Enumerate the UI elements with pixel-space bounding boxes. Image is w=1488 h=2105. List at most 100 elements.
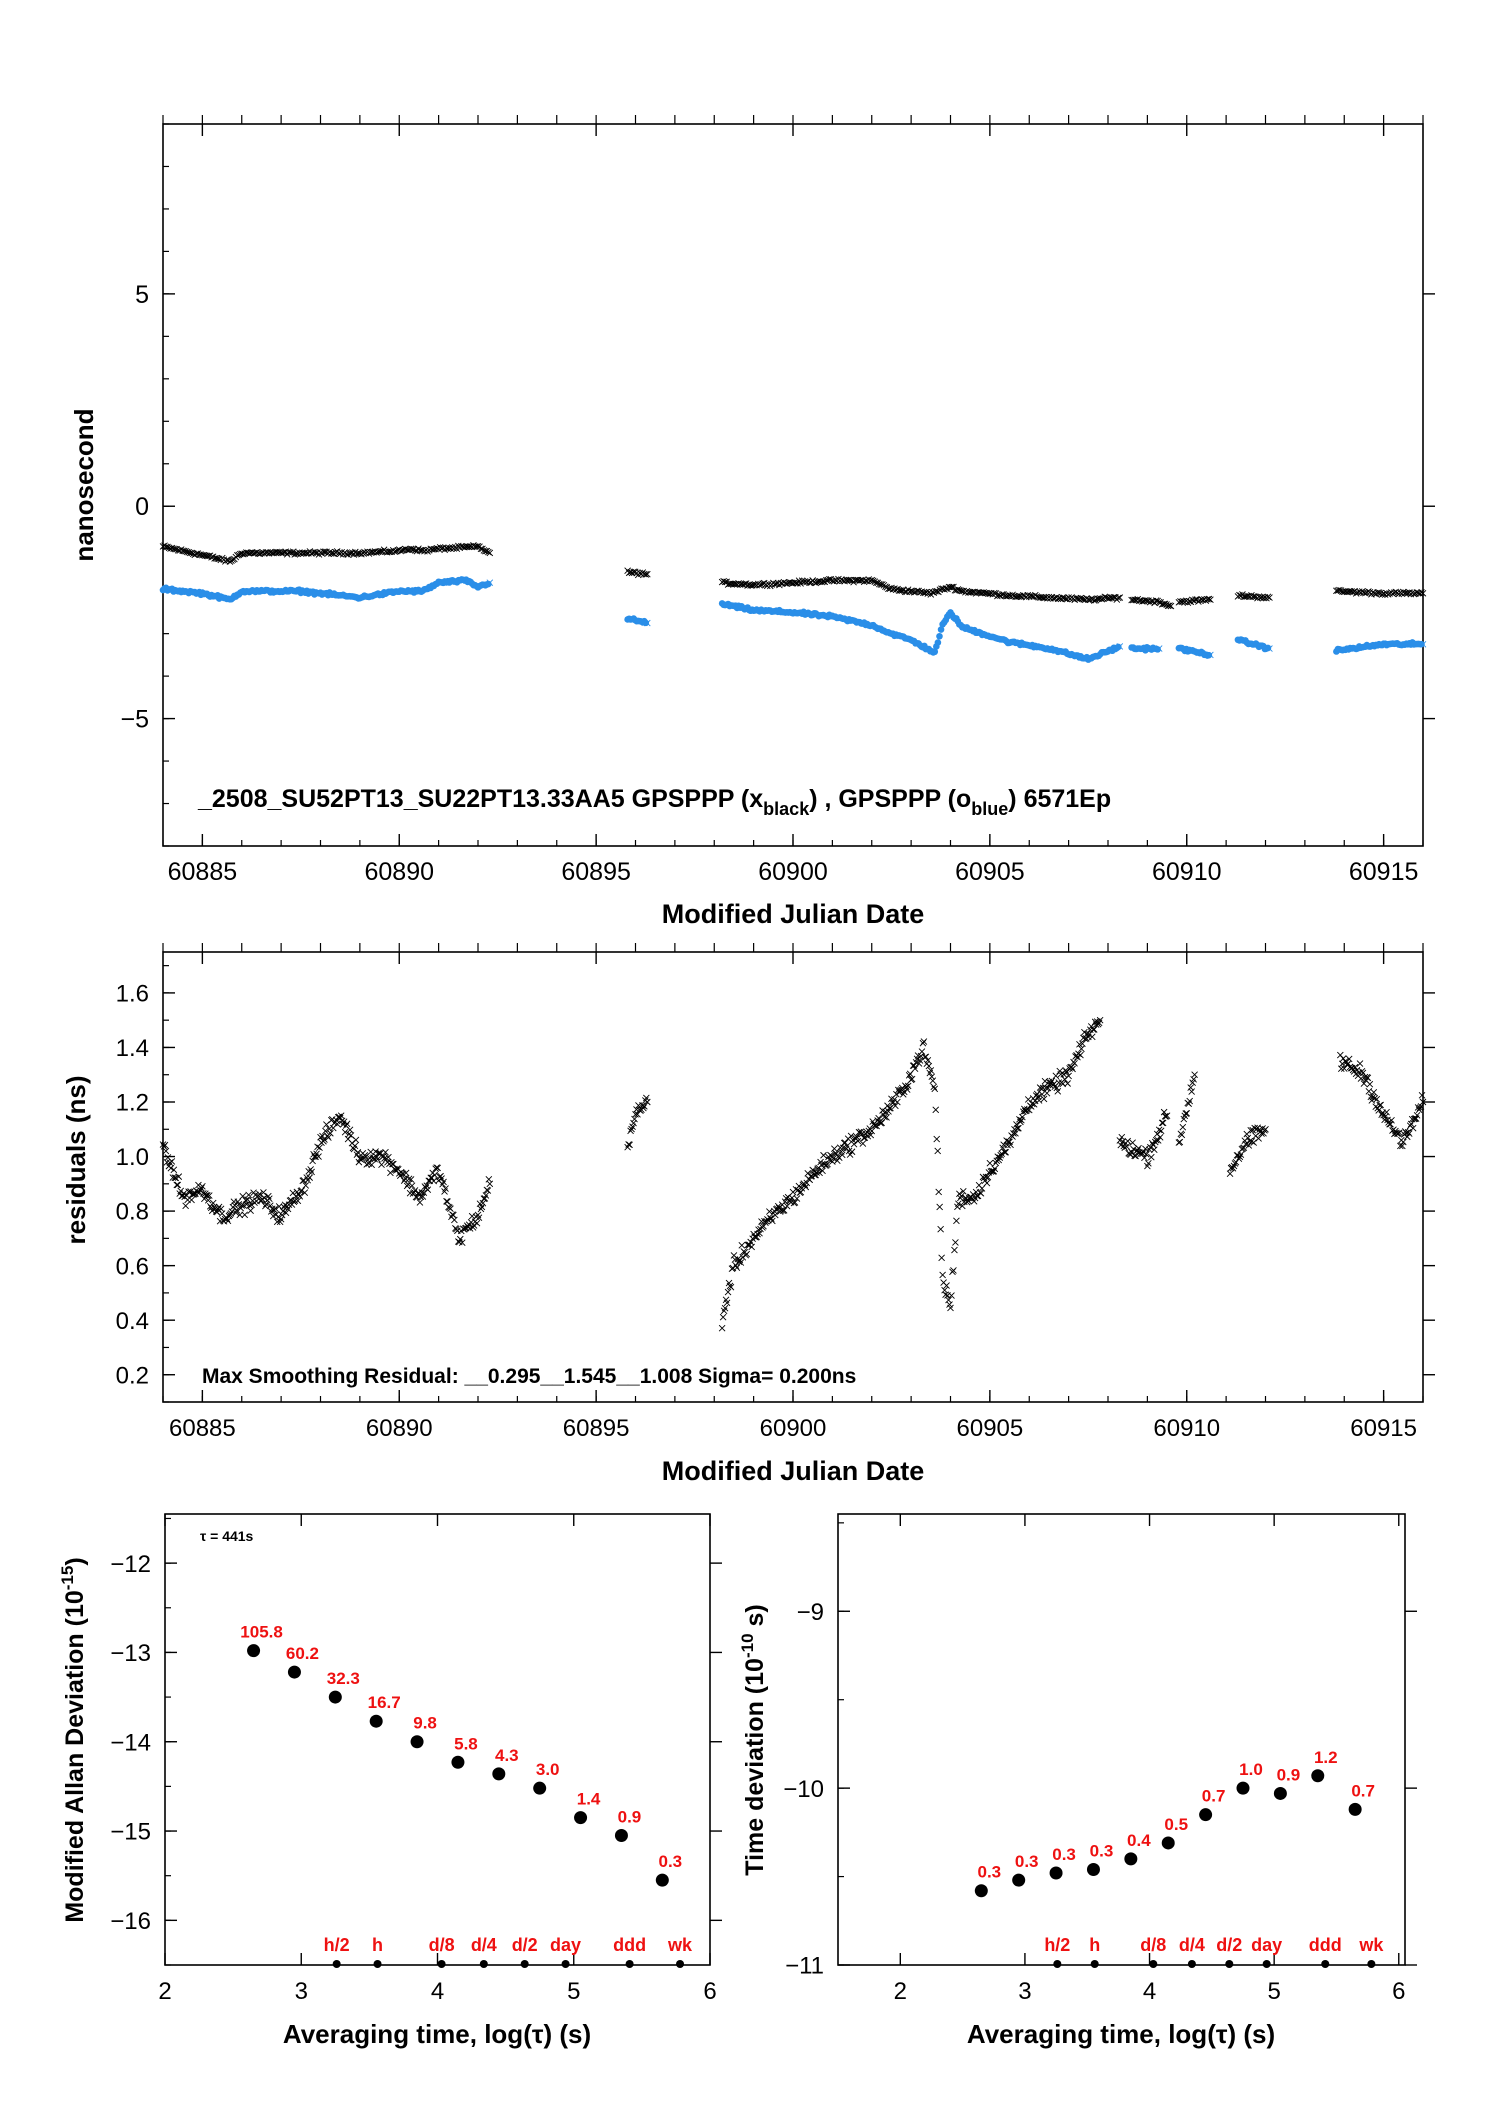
deviation-point-label: 1.2 xyxy=(1314,1748,1338,1767)
deviation-point-label: 0.4 xyxy=(1127,1831,1151,1850)
black-series-point xyxy=(417,1193,425,1201)
black-series-point xyxy=(326,1125,333,1133)
black-series-point xyxy=(444,545,452,552)
black-series-point xyxy=(743,1250,751,1258)
black-series-point xyxy=(748,1243,755,1251)
time-marker-label: h xyxy=(372,1935,383,1955)
black-series-point xyxy=(473,543,480,550)
black-series-point xyxy=(1156,1133,1164,1141)
black-series-point xyxy=(202,1191,210,1199)
black-series-point xyxy=(173,1181,181,1189)
black-series-point xyxy=(958,1202,966,1210)
black-series-point xyxy=(309,1157,316,1165)
black-series-point xyxy=(957,587,965,595)
black-series-point xyxy=(756,1229,763,1237)
black-series-point xyxy=(1397,1142,1404,1150)
black-series-point xyxy=(1182,1110,1190,1117)
mdev-ylabel-sup: -15 xyxy=(58,1566,77,1591)
black-series-point xyxy=(196,1189,203,1196)
black-series-point xyxy=(1166,602,1173,609)
x-tick-label: 60895 xyxy=(561,858,631,886)
black-series-point xyxy=(175,1173,183,1180)
black-series-point xyxy=(1198,596,1205,603)
y-tick-label: −12 xyxy=(110,1551,151,1578)
deviation-point xyxy=(247,1644,261,1658)
x-tick-label: 60905 xyxy=(955,858,1025,886)
blue-series-point xyxy=(642,619,650,627)
black-series-point xyxy=(1183,1109,1191,1117)
black-series-point xyxy=(1377,1101,1384,1109)
black-series-point xyxy=(1417,1103,1425,1110)
mdev-y-ticks: −12 −13 −14 −15 −16 xyxy=(110,1517,722,1966)
black-series-point xyxy=(859,1140,867,1147)
tdev-ylabel-end: s) xyxy=(741,1604,769,1633)
black-series-point xyxy=(337,1112,345,1119)
black-series-point xyxy=(813,1169,820,1176)
black-series-point xyxy=(298,1187,306,1194)
black-series-point xyxy=(1014,1124,1021,1132)
black-series-point xyxy=(867,1131,875,1139)
black-series-point xyxy=(932,1106,940,1114)
black-series-point xyxy=(484,1187,492,1194)
black-series-point xyxy=(1237,1151,1245,1159)
deviation-point-label: 4.3 xyxy=(495,1746,519,1765)
black-series-point xyxy=(841,1139,849,1146)
series-end-point xyxy=(486,1180,494,1188)
black-series-point xyxy=(1375,589,1383,596)
black-series-point xyxy=(947,1304,954,1312)
black-series-point xyxy=(385,548,392,556)
black-series-point xyxy=(847,1132,855,1140)
tdev-x-ticks: 2 3 4 5 6 xyxy=(894,1514,1405,2005)
black-series-point xyxy=(352,1136,360,1144)
black-series-point xyxy=(886,1105,893,1112)
black-series-point xyxy=(320,548,327,556)
black-series-point xyxy=(1081,1028,1088,1036)
time-marker-dot xyxy=(1321,1960,1330,1968)
black-series-point xyxy=(991,1165,999,1173)
deviation-point-label: 3.0 xyxy=(536,1760,560,1779)
time-marker-dot xyxy=(625,1960,634,1968)
black-series-point xyxy=(843,1142,851,1150)
y-tick-label: 1.4 xyxy=(116,1035,149,1062)
black-series-point xyxy=(340,1118,348,1125)
residuals-y-ticks: 1.6 1.4 1.2 1.0 0.8 0.6 0.4 0.2 xyxy=(116,965,1435,1403)
black-series-point xyxy=(161,1141,169,1149)
black-series-point xyxy=(279,1207,287,1215)
time-marker-dot xyxy=(561,1960,570,1968)
black-series-point xyxy=(302,1182,310,1189)
black-series-point xyxy=(1141,1154,1148,1162)
black-series-point xyxy=(1046,1081,1054,1089)
deviation-point-label: 0.9 xyxy=(618,1808,642,1827)
deviation-point-label: 0.3 xyxy=(1015,1852,1039,1871)
black-series-point xyxy=(255,1192,262,1200)
black-series-point xyxy=(1087,595,1095,603)
black-series-point xyxy=(171,1174,179,1182)
black-series-point xyxy=(838,1151,846,1159)
black-series-point xyxy=(642,571,650,578)
black-series-point xyxy=(1002,1148,1009,1156)
black-series-point xyxy=(928,1073,936,1080)
deviation-point-label: 0.3 xyxy=(977,1863,1001,1882)
black-series-point xyxy=(271,1205,279,1212)
black-series-point xyxy=(346,1126,354,1134)
time-marker-dot xyxy=(1149,1960,1158,1968)
deviation-point xyxy=(328,1690,342,1704)
black-series-point xyxy=(434,1164,441,1172)
black-series-point xyxy=(824,1160,831,1168)
black-series-point xyxy=(1147,1153,1155,1161)
black-series-point xyxy=(478,1203,486,1211)
blue-series-point xyxy=(937,626,945,633)
series-end-point xyxy=(486,579,494,587)
black-series-point xyxy=(1015,1124,1022,1132)
black-series-point xyxy=(1039,1084,1047,1092)
series-end-point xyxy=(486,549,494,557)
black-series-point xyxy=(263,1200,270,1208)
black-series-point xyxy=(408,1182,416,1190)
tdev-y-axis-label: Time deviation (10-10 s) xyxy=(738,1604,769,1875)
top-x-ticks: 60885 60890 60895 60900 60905 60910 60915 xyxy=(162,115,1424,886)
black-series-point xyxy=(406,1189,414,1197)
deviation-point xyxy=(533,1781,547,1795)
black-series-point xyxy=(1360,1080,1368,1087)
black-series-point xyxy=(475,1214,483,1221)
